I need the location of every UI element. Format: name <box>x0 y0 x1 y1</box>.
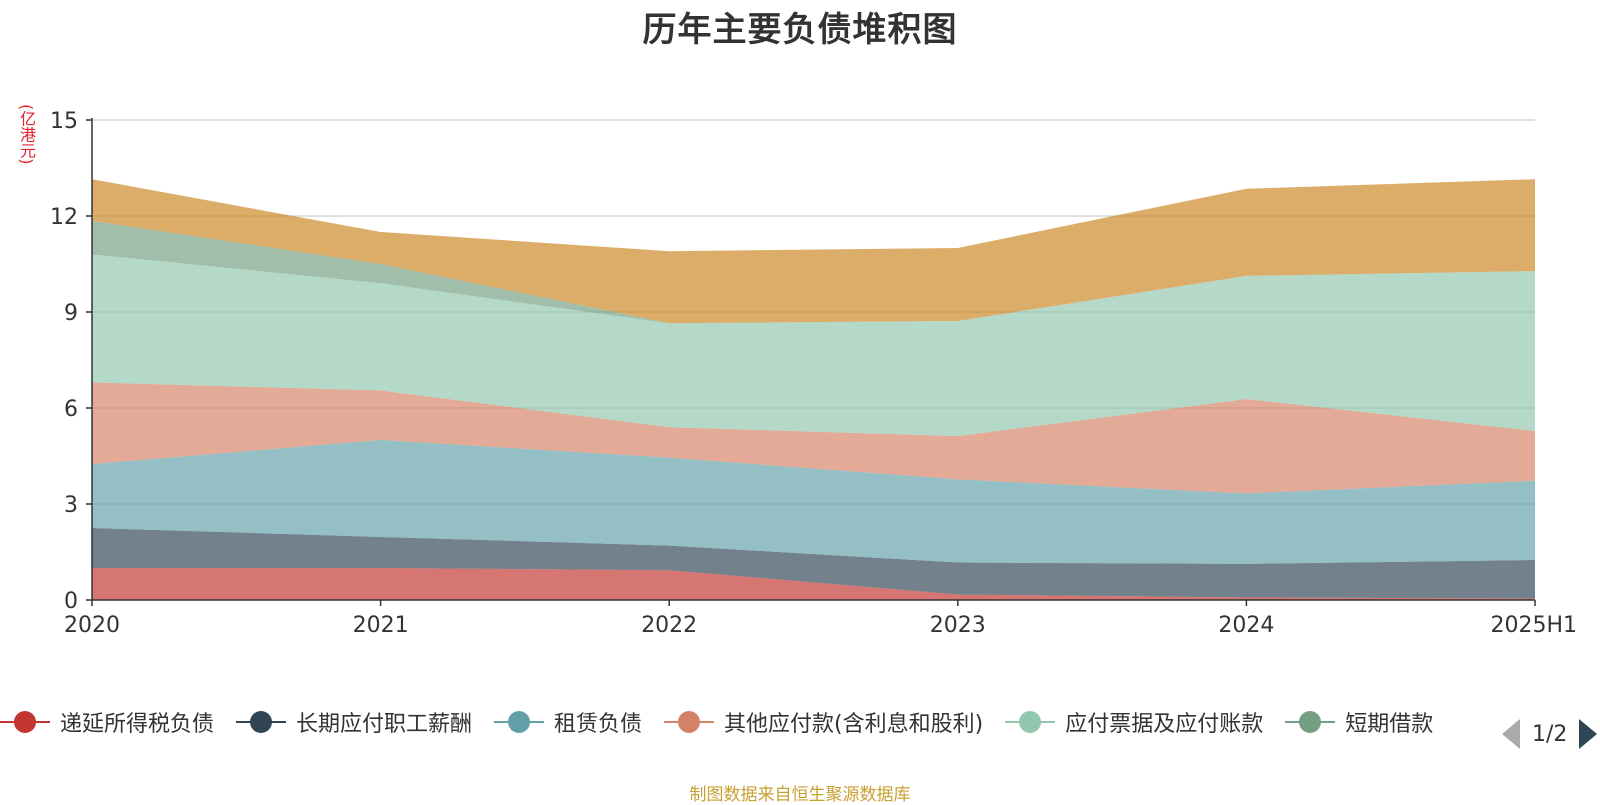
x-tick-label: 2020 <box>64 613 120 638</box>
legend-marker-icon <box>664 709 715 735</box>
legend-dot <box>678 711 701 733</box>
y-tick-label: 9 <box>64 301 78 326</box>
legend-label: 应付票据及应付账款 <box>1065 712 1264 737</box>
area-租赁负债 <box>92 440 1535 564</box>
y-tick-label: 0 <box>64 589 78 614</box>
legend-item[interactable]: 其他应付款(含利息和股利) <box>664 706 983 738</box>
legend-pager: 1/2 <box>1502 714 1598 754</box>
legend-marker-icon <box>1005 709 1056 735</box>
legend-dot <box>1019 711 1042 733</box>
stacked-area-chart: 0 3 6 9 12 15 2020 2021 2022 2023 2024 2025H1 <box>50 109 1577 638</box>
y-axis-unit-label: (亿港元) <box>17 104 36 165</box>
legend-marker-icon <box>236 709 287 735</box>
legend-item[interactable]: 短期借款 <box>1285 706 1433 738</box>
legend-label: 短期借款 <box>1345 712 1434 737</box>
area-递延所得税负债 <box>92 568 1535 600</box>
legend-label: 其他应付款(含利息和股利) <box>724 712 984 737</box>
legend-next-page-icon[interactable] <box>1579 719 1598 749</box>
x-tick-label: 2022 <box>641 613 697 638</box>
legend: 递延所得税负债 长期应付职工薪酬 租赁负债 其他应付款(含利息和股利) 应付票据及应付账… <box>0 702 1490 742</box>
y-tick-label: 12 <box>50 205 78 230</box>
legend-item[interactable]: 长期应付职工薪酬 <box>236 706 472 738</box>
legend-page-indicator: 1/2 <box>1532 721 1568 747</box>
y-tick-label: 15 <box>50 109 78 134</box>
chart-title: 历年主要负债堆积图 <box>642 10 958 50</box>
legend-label: 长期应付职工薪酬 <box>296 712 473 737</box>
area-其他应付款(含利息和股利) <box>92 382 1535 494</box>
legend-item[interactable]: 递延所得税负债 <box>0 706 214 738</box>
area-应付票据及应付账款 <box>92 254 1535 437</box>
legend-dot <box>1299 711 1322 733</box>
x-tick-label: 2024 <box>1218 613 1274 638</box>
legend-prev-page-icon[interactable] <box>1502 719 1520 749</box>
legend-label: 租赁负债 <box>554 712 643 737</box>
area-短期借款 <box>92 220 1535 324</box>
legend-marker-icon <box>494 709 545 735</box>
area-长期应付职工薪酬 <box>92 528 1535 599</box>
legend-dot <box>250 711 273 733</box>
y-tick-label: 6 <box>64 397 78 422</box>
legend-marker-icon <box>1285 709 1336 735</box>
data-source-note: 制图数据来自恒生聚源数据库 <box>689 785 911 805</box>
legend-label: 递延所得税负债 <box>60 712 215 737</box>
area-其他负债 <box>92 179 1535 324</box>
legend-dot <box>508 711 531 733</box>
legend-dot <box>14 711 36 733</box>
x-tick-label: 2021 <box>353 613 409 638</box>
legend-marker-icon <box>0 709 50 735</box>
x-tick-label: 2023 <box>930 613 986 638</box>
y-tick-label: 3 <box>64 493 78 518</box>
area-series <box>92 179 1535 600</box>
legend-item[interactable]: 租赁负债 <box>494 706 642 738</box>
axes: 0 3 6 9 12 15 2020 2021 2022 2023 2024 2025H1 <box>50 109 1577 638</box>
legend-item[interactable]: 应付票据及应付账款 <box>1005 706 1263 738</box>
x-tick-label: 2025H1 <box>1490 613 1577 638</box>
